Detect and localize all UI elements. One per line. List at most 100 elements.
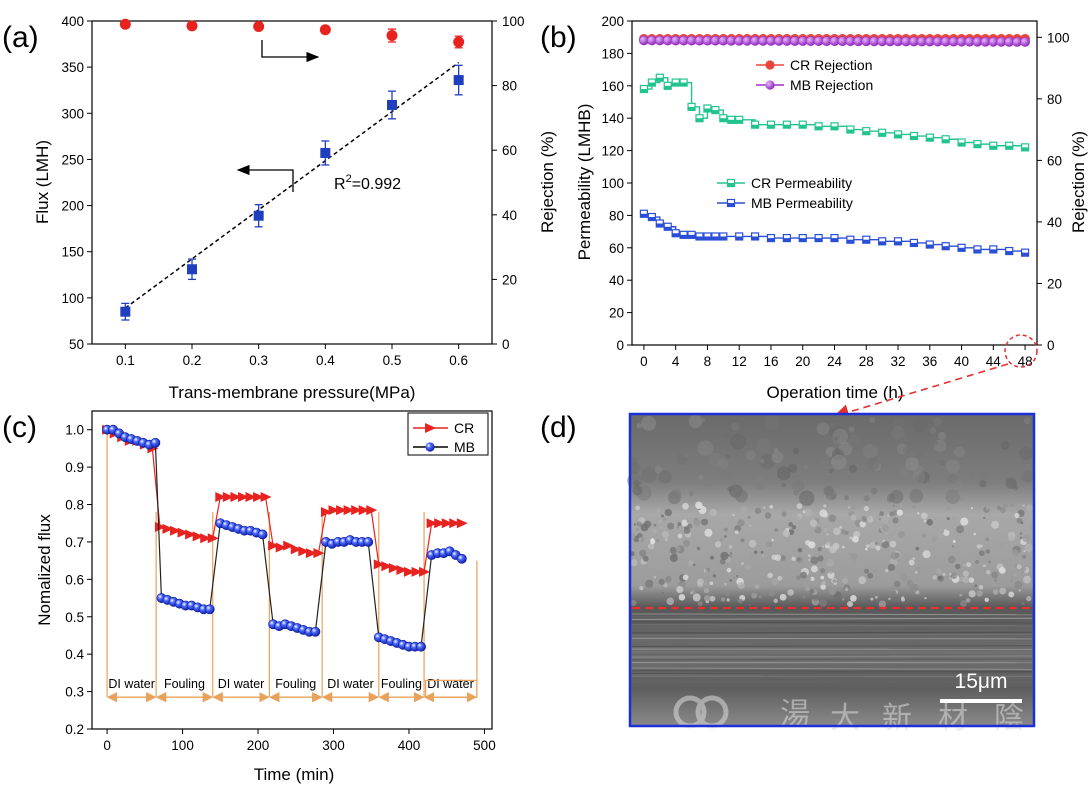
flux-point	[453, 75, 464, 86]
sem-grain	[682, 502, 689, 510]
panel-b-highlight-circle	[1004, 334, 1038, 368]
cr-point	[260, 492, 272, 503]
sem-grain	[1008, 591, 1015, 598]
sem-grain	[984, 597, 989, 603]
sem-grain	[781, 482, 786, 488]
sem-grain	[982, 564, 986, 568]
segment-label: Fouling	[275, 677, 316, 691]
sem-grain	[932, 575, 937, 580]
flux-point	[253, 210, 264, 221]
sem-grain	[874, 595, 878, 599]
x-tick-label: 0.4	[316, 353, 335, 368]
sem-grain	[652, 528, 658, 534]
y-tick-label: 150	[61, 245, 84, 260]
sem-layer-line	[631, 625, 1033, 629]
sem-grain	[727, 486, 733, 492]
y-right-tick-label: 20	[1047, 276, 1062, 291]
sem-grain	[885, 568, 889, 573]
sem-grain	[881, 515, 889, 524]
sem-grain	[692, 563, 696, 567]
y-right-tick-label: 0	[502, 337, 510, 352]
sem-grain	[763, 522, 767, 526]
sem-grain	[793, 447, 800, 454]
sem-grain	[763, 506, 766, 509]
cr-point	[403, 566, 415, 577]
y-tick-label: 20	[609, 306, 624, 321]
sem-grain	[937, 575, 942, 580]
cr-point	[305, 548, 317, 559]
sem-grain	[848, 426, 855, 433]
panel-d: (d) 湯 大 新 材 陰 15μm	[540, 411, 1036, 735]
sem-grain	[669, 554, 678, 563]
flux-line	[107, 429, 463, 648]
permeability-point-fill	[973, 144, 981, 148]
sem-grain	[841, 529, 847, 535]
y-right-tick-label: 20	[502, 272, 517, 287]
sem-grain	[714, 541, 722, 548]
sem-grain	[666, 597, 675, 606]
watermark-char: 陰	[994, 702, 1024, 735]
sem-layer-line	[631, 680, 1033, 683]
y-tick-label: 140	[601, 111, 624, 126]
sem-grain	[829, 422, 836, 428]
sem-grain	[828, 587, 837, 595]
sem-grain	[1018, 589, 1021, 592]
sem-grain	[892, 504, 895, 507]
sem-grain	[732, 551, 735, 554]
sem-grain	[821, 580, 826, 586]
sem-grain	[960, 517, 969, 526]
flux-point	[120, 306, 131, 317]
sem-grain	[816, 422, 830, 436]
sem-grain	[635, 528, 639, 531]
sem-grain	[998, 541, 1006, 549]
sem-layer-line	[631, 617, 1033, 620]
sem-grain	[661, 530, 669, 539]
x-tick-label: 4	[672, 354, 680, 369]
legend-marker	[765, 60, 775, 70]
permeability-point-fill	[751, 236, 759, 240]
sem-lamellar-layers	[631, 613, 1033, 683]
sem-grain	[724, 535, 727, 538]
sem-grain	[692, 593, 701, 602]
sem-grain	[798, 490, 815, 506]
legend-marker	[765, 80, 775, 90]
sem-grain	[988, 560, 991, 564]
sem-grain	[968, 472, 975, 479]
panel-b-to-d-arrow	[832, 363, 1009, 420]
sem-grain	[793, 489, 799, 496]
sem-grain	[1023, 575, 1031, 584]
segment-label: DI water	[108, 677, 155, 691]
sem-grain	[745, 564, 751, 570]
sem-grain	[978, 585, 984, 590]
sem-grain	[929, 426, 937, 434]
sem-grain	[740, 538, 745, 543]
sem-grain	[636, 521, 642, 527]
sem-grain	[864, 568, 870, 574]
x-tick-label: 200	[247, 738, 270, 753]
sem-grain	[859, 520, 866, 528]
permeability-point-fill	[656, 223, 664, 227]
sem-grain	[965, 598, 971, 603]
sem-grain	[826, 541, 831, 546]
permeability-point-fill	[696, 236, 703, 240]
sem-grain	[782, 529, 790, 538]
sem-grain	[954, 446, 966, 458]
panel-b-legend: CR Rejection MB Rejection CR Permeability M…	[717, 57, 873, 211]
sem-grain	[726, 567, 732, 573]
sem-grain	[754, 507, 762, 515]
sem-layer-line	[631, 640, 1033, 643]
x-tick-label: 0	[103, 738, 111, 753]
y-tick-label: 0.5	[65, 610, 84, 625]
sem-grain	[737, 581, 745, 590]
cr-point	[419, 566, 431, 577]
sem-grain	[909, 489, 924, 503]
permeability-point-fill	[878, 132, 886, 137]
sem-grain	[825, 489, 837, 501]
x-tick-label: 500	[473, 738, 496, 753]
sem-grain	[825, 558, 835, 567]
sem-grain	[771, 538, 774, 542]
segment-label: DI water	[218, 677, 265, 691]
sem-grain	[1023, 417, 1031, 425]
panel-a-flux-axis-arrow	[236, 164, 294, 192]
sem-grain	[704, 582, 707, 585]
